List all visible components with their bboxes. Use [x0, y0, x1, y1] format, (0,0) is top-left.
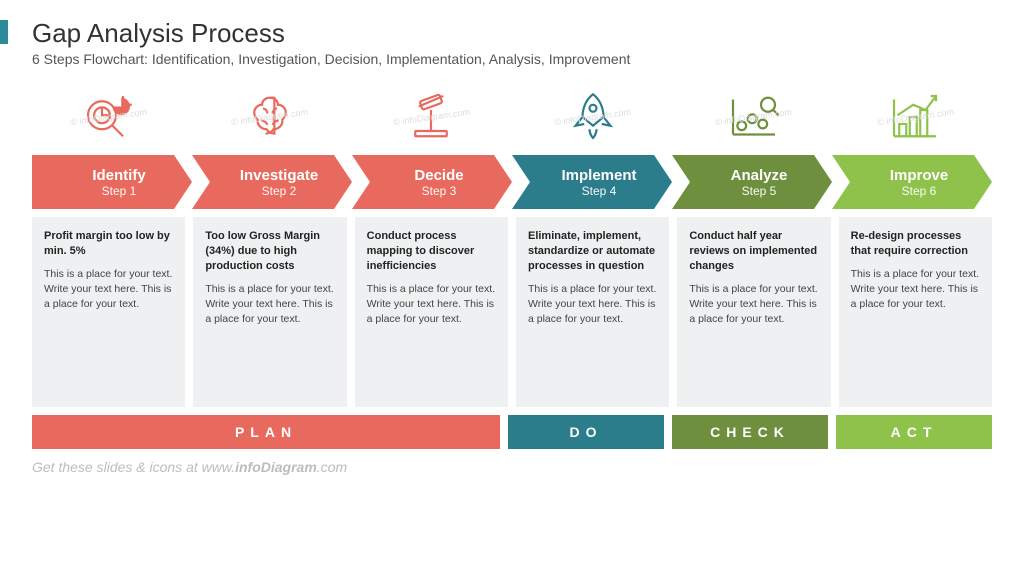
- growth-chart-icon: [887, 89, 943, 145]
- arrow-step: Step 6: [902, 184, 937, 198]
- step-arrow: Implement Step 4: [512, 155, 672, 209]
- footer-prefix: Get these slides & icons at www.: [32, 459, 235, 475]
- analytics-icon: [726, 89, 782, 145]
- accent-bar: [0, 20, 8, 44]
- arrow-title: Analyze: [731, 167, 788, 184]
- step-card: Conduct process mapping to discover inef…: [355, 217, 508, 407]
- arrow-step: Step 5: [742, 184, 777, 198]
- magnifier-pie-icon: [81, 89, 137, 145]
- card-body: This is a place for your text. Write you…: [528, 282, 657, 328]
- header: Gap Analysis Process 6 Steps Flowchart: …: [0, 0, 1024, 73]
- phase-row: PLAN DO CHECK ACT: [0, 407, 1024, 449]
- footer-bold: infoDiagram: [235, 459, 317, 475]
- arrow-title: Implement: [561, 167, 636, 184]
- phase-act: ACT: [836, 415, 992, 449]
- footer-credit: Get these slides & icons at www.infoDiag…: [0, 449, 1024, 475]
- page-subtitle: 6 Steps Flowchart: Identification, Inves…: [32, 51, 992, 67]
- step-card: Re-design processes that require correct…: [839, 217, 992, 407]
- step-arrow: Analyze Step 5: [672, 155, 832, 209]
- icon-cell: © infoDiagram.com: [516, 85, 669, 149]
- step-card: Eliminate, implement, standardize or aut…: [516, 217, 669, 407]
- rocket-icon: [565, 89, 621, 145]
- arrow-step: Step 1: [102, 184, 137, 198]
- icons-row: © infoDiagram.com © infoDiagram.com © in…: [0, 73, 1024, 155]
- phase-check: CHECK: [672, 415, 828, 449]
- icon-cell: © infoDiagram.com: [839, 85, 992, 149]
- card-body: This is a place for your text. Write you…: [851, 267, 980, 313]
- card-headline: Conduct process mapping to discover inef…: [367, 229, 496, 274]
- card-headline: Re-design processes that require correct…: [851, 229, 980, 259]
- gavel-icon: [403, 89, 459, 145]
- arrow-title: Investigate: [240, 167, 318, 184]
- arrow-title: Decide: [414, 167, 463, 184]
- card-body: This is a place for your text. Write you…: [44, 267, 173, 313]
- step-arrow: Improve Step 6: [832, 155, 992, 209]
- card-headline: Eliminate, implement, standardize or aut…: [528, 229, 657, 274]
- brain-icon: [242, 89, 298, 145]
- icon-cell: © infoDiagram.com: [193, 85, 346, 149]
- icon-cell: © infoDiagram.com: [32, 85, 185, 149]
- phase-plan: PLAN: [32, 415, 500, 449]
- step-card: Too low Gross Margin (34%) due to high p…: [193, 217, 346, 407]
- footer-suffix: .com: [317, 459, 347, 475]
- arrow-step: Step 2: [262, 184, 297, 198]
- arrow-title: Identify: [92, 167, 145, 184]
- icon-cell: © infoDiagram.com: [355, 85, 508, 149]
- card-body: This is a place for your text. Write you…: [367, 282, 496, 328]
- step-card: Profit margin too low by min. 5% This is…: [32, 217, 185, 407]
- card-body: This is a place for your text. Write you…: [689, 282, 818, 328]
- card-headline: Too low Gross Margin (34%) due to high p…: [205, 229, 334, 274]
- card-headline: Profit margin too low by min. 5%: [44, 229, 173, 259]
- icon-cell: © infoDiagram.com: [677, 85, 830, 149]
- cards-row: Profit margin too low by min. 5% This is…: [0, 209, 1024, 407]
- arrow-step: Step 3: [422, 184, 457, 198]
- page-title: Gap Analysis Process: [32, 18, 992, 49]
- arrow-step: Step 4: [582, 184, 617, 198]
- step-arrow: Identify Step 1: [32, 155, 192, 209]
- phase-do: DO: [508, 415, 664, 449]
- card-headline: Conduct half year reviews on implemented…: [689, 229, 818, 274]
- step-arrow: Investigate Step 2: [192, 155, 352, 209]
- arrows-row: Identify Step 1 Investigate Step 2 Decid…: [0, 155, 1024, 209]
- step-card: Conduct half year reviews on implemented…: [677, 217, 830, 407]
- step-arrow: Decide Step 3: [352, 155, 512, 209]
- card-body: This is a place for your text. Write you…: [205, 282, 334, 328]
- arrow-title: Improve: [890, 167, 948, 184]
